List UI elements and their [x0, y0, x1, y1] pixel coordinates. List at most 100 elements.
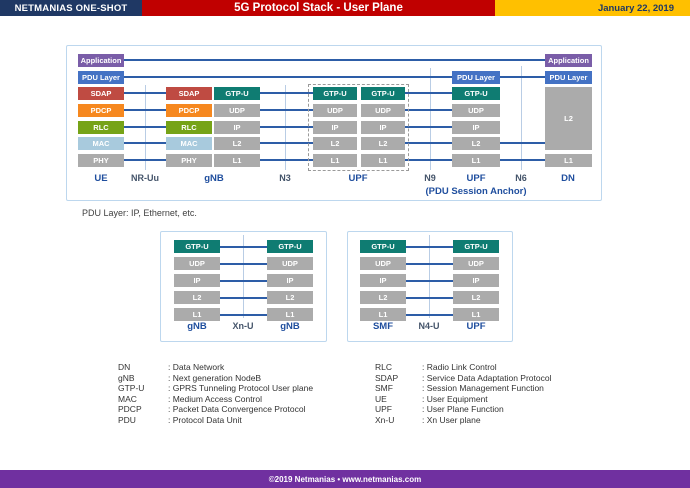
- connector-line: [405, 92, 452, 94]
- upf-n9-l1-block: L1: [361, 154, 405, 167]
- glossary-definition: : Protocol Data Unit: [168, 414, 242, 425]
- connector-line: [220, 245, 267, 248]
- upf-n9-gtp-u-block: GTP-U: [361, 87, 405, 100]
- glossary-definition: : User Plane Function: [422, 404, 504, 414]
- glossary-entry: PDU : Protocol Data Unit: [118, 415, 313, 426]
- glossary-term: GTP-U: [118, 383, 145, 393]
- n4-interface-col2-gtp-u-block: GTP-U: [453, 240, 499, 253]
- xn-interface-col2-l2-block: L2: [267, 291, 313, 304]
- connector-line: [124, 159, 166, 161]
- upf-psa-udp-block: UDP: [452, 104, 500, 117]
- glossary-left-column: DN: Data Network gNB: Next generation Nod…: [118, 362, 313, 425]
- connector-line: [220, 296, 267, 299]
- glossary-definition: : Packet Data Convergence Protocol: [168, 404, 306, 414]
- ue-pdcp-block: PDCP: [78, 104, 124, 117]
- glossary-entry: MAC: Medium Access Control: [118, 394, 313, 405]
- glossary-entry: gNB: Next generation NodeB: [118, 373, 313, 384]
- gnb-n3-gtp-u-block: GTP-U: [214, 87, 260, 100]
- connector-line: [220, 279, 267, 282]
- connector-line: [124, 92, 166, 94]
- connector-line: [260, 109, 313, 111]
- date-badge: January 22, 2019: [495, 0, 690, 16]
- xn-interface-col1-l1-block: L1: [174, 308, 220, 321]
- upf-n3-ip-block: IP: [313, 121, 357, 134]
- node-label-upf: UPF: [348, 173, 368, 184]
- interface-line: [430, 68, 431, 170]
- interface-label-n4-u: N4-U: [418, 321, 440, 331]
- upf-n3-l1-block: L1: [313, 154, 357, 167]
- connector-line: [405, 126, 452, 128]
- upf-n9-l2-block: L2: [361, 137, 405, 150]
- xn-interface-col1-ip-block: IP: [174, 274, 220, 287]
- glossary-entry: UE: User Equipment: [375, 394, 551, 405]
- glossary-entry: PDCP: Packet Data Convergence Protocol: [118, 404, 313, 415]
- ue-sdap-block: SDAP: [78, 87, 124, 100]
- connector-line: [406, 313, 453, 316]
- interface-label-n9: N9: [424, 173, 436, 183]
- connector-line: [124, 109, 166, 111]
- connector-line: [405, 109, 452, 111]
- interface-label-nr-uu: NR-Uu: [131, 173, 159, 183]
- interface-label-xn-u: Xn-U: [232, 321, 254, 331]
- upf-psa-pdu-layer-block: PDU Layer: [452, 71, 500, 84]
- upf-n9-ip-block: IP: [361, 121, 405, 134]
- glossary-term: gNB: [118, 372, 135, 383]
- node-label-upf: UPF: [466, 173, 486, 184]
- gnb-n3-l1-block: L1: [214, 154, 260, 167]
- glossary-term: PDU: [118, 414, 136, 425]
- upf-psa-gtp-u-block: GTP-U: [452, 87, 500, 100]
- gnb-radio-rlc-block: RLC: [166, 121, 212, 134]
- dn-pdu-layer-block: PDU Layer: [545, 71, 592, 84]
- xn-interface-col2-gtp-u-block: GTP-U: [267, 240, 313, 253]
- n4-interface-col1-udp-block: UDP: [360, 257, 406, 270]
- glossary-term: UPF: [375, 404, 392, 414]
- glossary-entry: Xn-U: Xn User plane: [375, 415, 551, 426]
- glossary-term: DN: [118, 362, 131, 372]
- interface-line: [429, 235, 430, 318]
- node-label-gnb: gNB: [280, 321, 300, 332]
- connector-line: [124, 76, 452, 78]
- gnb-n3-l2-block: L2: [214, 137, 260, 150]
- ue-mac-block: MAC: [78, 137, 124, 150]
- glossary-term: SDAP: [375, 372, 399, 383]
- xn-interface-col1-gtp-u-block: GTP-U: [174, 240, 220, 253]
- connector-line: [260, 142, 313, 144]
- n4-interface-col2-l1-block: L1: [453, 308, 499, 321]
- node-label-ue: UE: [94, 173, 108, 184]
- dn-application-block: Application: [545, 54, 592, 67]
- glossary-right-column: RLC: Radio Link Control SDAP : Service Dat…: [375, 362, 551, 425]
- glossary-definition: : Service Data Adaptation Protocol: [422, 372, 552, 383]
- glossary-term: Xn-U: [375, 414, 395, 425]
- glossary-definition: : Session Management Function: [422, 383, 544, 393]
- connector-line: [405, 142, 452, 144]
- connector-line: [406, 262, 453, 265]
- footer-text: ©2019 Netmanias • www.netmanias.com: [268, 474, 422, 484]
- gnb-radio-pdcp-block: PDCP: [166, 104, 212, 117]
- ue-application-block: Application: [78, 54, 124, 67]
- interface-line: [243, 235, 244, 318]
- n4-interface-col1-l1-block: L1: [360, 308, 406, 321]
- node-label-smf: SMF: [372, 321, 394, 332]
- gnb-n3-ip-block: IP: [214, 121, 260, 134]
- connector-line: [124, 126, 166, 128]
- glossary-entry: RLC: Radio Link Control: [375, 362, 551, 373]
- ue-pdu-layer-block: PDU Layer: [78, 71, 124, 84]
- gnb-radio-sdap-block: SDAP: [166, 87, 212, 100]
- connector-line: [124, 59, 545, 61]
- glossary-term: MAC: [118, 393, 137, 404]
- connector-line: [500, 76, 545, 78]
- xn-interface-col2-udp-block: UDP: [267, 257, 313, 270]
- interface-label-n3: N3: [279, 173, 291, 183]
- glossary-entry: UPF : User Plane Function: [375, 404, 551, 415]
- header-bar: NETMANIAS ONE-SHOT 5G Protocol Stack - U…: [0, 0, 690, 16]
- gnb-radio-mac-block: MAC: [166, 137, 212, 150]
- glossary-term: UE: [375, 393, 387, 404]
- n4-interface-col1-ip-block: IP: [360, 274, 406, 287]
- upf-n9-udp-block: UDP: [361, 104, 405, 117]
- interface-line: [521, 66, 522, 170]
- connector-line: [500, 142, 545, 144]
- node-label-gnb: gNB: [187, 321, 207, 332]
- page-title: 5G Protocol Stack - User Plane: [142, 0, 495, 16]
- glossary-entry: SMF: Session Management Function: [375, 383, 551, 394]
